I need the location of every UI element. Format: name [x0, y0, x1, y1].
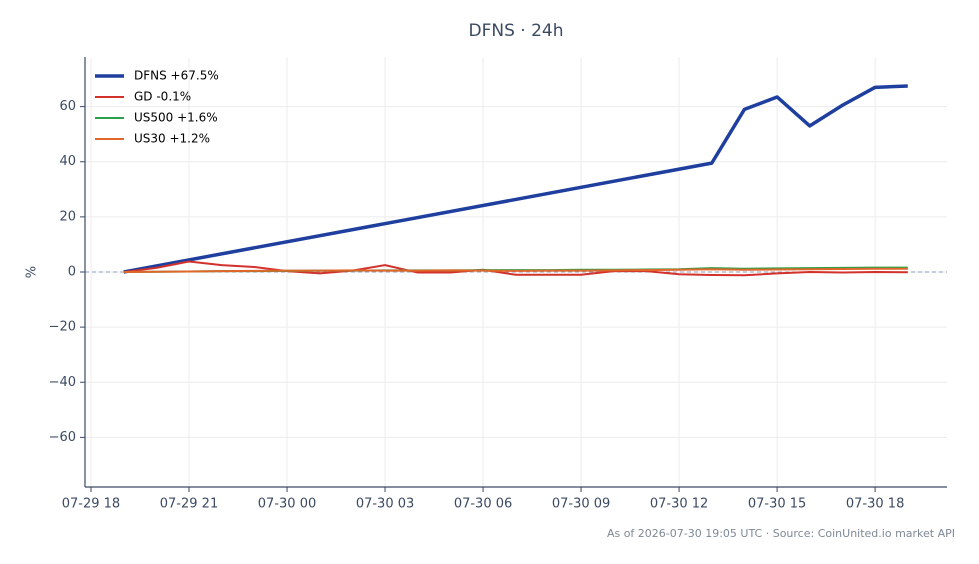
- x-tick-label: 07-30 18: [846, 497, 904, 512]
- legend-label: US30 +1.2%: [134, 132, 210, 146]
- y-axis-label: %: [25, 266, 40, 278]
- y-tick-label: −40: [49, 375, 76, 390]
- y-tick-label: 0: [68, 265, 76, 280]
- series-line: [123, 260, 908, 277]
- y-tick-label: 60: [59, 99, 76, 114]
- chart-title: DFNS · 24h: [469, 21, 564, 41]
- x-tick-label: 07-30 00: [258, 497, 316, 512]
- x-tick-label: 07-30 03: [356, 497, 414, 512]
- x-tick-label: 07-30 12: [650, 497, 708, 512]
- x-tick-label: 07-30 06: [454, 497, 512, 512]
- x-tick-label: 07-30 15: [748, 497, 806, 512]
- y-tick-label: −60: [49, 430, 76, 445]
- series-line: [123, 84, 908, 274]
- footer: As of 2026-07-30 19:05 UTC · Source: Coi…: [607, 527, 955, 540]
- series-line: [123, 267, 908, 273]
- y-tick-label: 20: [59, 209, 76, 224]
- legend-label: GD -0.1%: [134, 90, 191, 104]
- x-tick-label: 07-30 09: [552, 497, 610, 512]
- y-tick-label: −20: [49, 320, 76, 335]
- x-tick-label: 07-29 21: [160, 497, 218, 512]
- legend-label: DFNS +67.5%: [134, 69, 219, 83]
- x-tick-label: 07-29 18: [62, 497, 120, 512]
- legend-label: US500 +1.6%: [134, 111, 218, 125]
- y-tick-label: 40: [59, 154, 76, 169]
